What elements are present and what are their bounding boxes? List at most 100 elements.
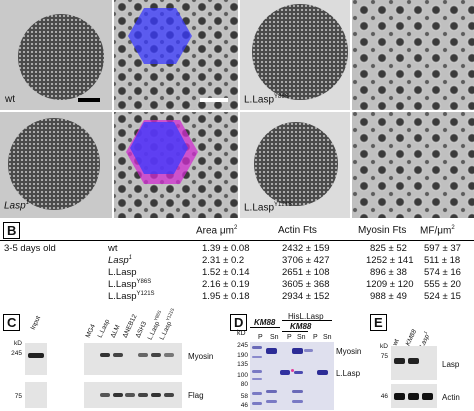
band (151, 393, 161, 397)
blot-label-flag: Flag (188, 391, 204, 400)
band (252, 378, 262, 380)
header-km88-right: KM88 (290, 322, 312, 331)
myofibril-cross-section (8, 118, 100, 210)
ratio-value: 524 ± 15 (424, 291, 461, 302)
ratio-value: 555 ± 20 (424, 279, 461, 290)
band (252, 370, 262, 373)
zoom-lasp1 (114, 112, 238, 218)
gel-label-myosin: Myosin (336, 347, 362, 356)
kd-marker: 75 (380, 353, 388, 360)
panel-b-letter: B (3, 222, 21, 239)
area-value: 1.39 ± 0.08 (202, 243, 250, 254)
lane-label: ΔLM (109, 323, 122, 339)
panel-c-letter: C (3, 314, 21, 331)
table-rule (0, 240, 474, 241)
micrograph-y86s: L.LaspY86S (240, 0, 350, 110)
hexagon-overlay-lasp1 (126, 120, 198, 184)
blot-pulldown-flag (84, 382, 182, 408)
band (280, 370, 290, 375)
myosin-value: 1252 ± 141 (366, 255, 414, 266)
header-underline (250, 327, 280, 328)
ratio-value: 597 ± 37 (424, 243, 461, 254)
genotype: L.LaspY86S (108, 279, 152, 291)
myosin-value: 825 ± 52 (370, 243, 407, 254)
ratio-value: 574 ± 16 (424, 267, 461, 278)
actin-value: 2432 ± 159 (282, 243, 330, 254)
band (266, 348, 277, 354)
band (292, 348, 303, 354)
header-area: Area μm2 (196, 225, 238, 237)
blot-lasp (391, 346, 437, 380)
band (408, 393, 419, 400)
lane-label: P (258, 334, 263, 341)
actin-value: 3706 ± 427 (282, 255, 330, 266)
kd-marker: 80 (240, 381, 248, 388)
micrograph-wt: wt (0, 0, 112, 110)
panel-e-letter: E (370, 314, 387, 331)
band (317, 370, 328, 375)
header-underline (282, 331, 308, 332)
myosin-value: 988 ± 49 (370, 291, 407, 302)
myofibril-cross-section (252, 4, 348, 100)
actin-value: 2934 ± 152 (282, 291, 330, 302)
kd-label: kD (14, 340, 22, 347)
band (164, 393, 174, 397)
header-myosin: Myosin Fts (358, 225, 407, 236)
band (164, 353, 174, 357)
blot-pulldown-myosin (84, 343, 182, 375)
myosin-value: 1209 ± 120 (366, 279, 414, 290)
header-underline (282, 320, 332, 321)
myofibril-cross-section (254, 122, 338, 206)
lane-label: P (287, 334, 292, 341)
band (292, 400, 303, 403)
micrograph-y121s: L.LaspY121S (240, 112, 350, 218)
kd-marker: 46 (380, 393, 388, 400)
kd-marker: 100 (237, 372, 248, 379)
lane-label: MG4 (84, 323, 97, 339)
band (125, 393, 135, 397)
genotype: L.LaspY121S (108, 291, 155, 303)
blot-actin (391, 384, 437, 408)
blot-label-actin: Actin (442, 393, 460, 402)
band (113, 353, 123, 357)
blot-label-lasp: Lasp (442, 360, 460, 369)
area-value: 2.31 ± 0.2 (202, 255, 245, 266)
gel-label-llasp: L.Lasp (336, 369, 361, 378)
band (422, 393, 433, 400)
panel-d-letter: D (230, 314, 248, 331)
band (28, 353, 44, 358)
kd-marker: 58 (240, 393, 248, 400)
genotype: L.Lasp (108, 267, 137, 279)
band (113, 393, 123, 397)
zoom-y86s (352, 0, 474, 110)
lane-label: Sn (297, 334, 306, 341)
micrograph-lasp1: Lasp1 (0, 112, 112, 218)
band (100, 353, 110, 357)
kd-label: kD (380, 343, 388, 350)
band (266, 400, 277, 403)
zoom-wt (114, 0, 238, 110)
actin-value: 2651 ± 108 (282, 267, 330, 278)
kd-marker: 245 (237, 342, 248, 349)
band (252, 402, 262, 405)
area-value: 1.52 ± 0.14 (202, 267, 250, 278)
kd-label: kD (237, 330, 246, 337)
kd-marker: 135 (237, 361, 248, 368)
micro-label-wt: wt (5, 94, 15, 105)
area-value: 1.95 ± 0.18 (202, 291, 250, 302)
genotype: Lasp1 (108, 255, 132, 267)
lane-label-input: Input (29, 314, 43, 331)
kd-marker: 245 (11, 350, 22, 357)
age-label: 3-5 days old (4, 243, 56, 254)
band (138, 353, 148, 357)
lane-label: P (313, 334, 318, 341)
band (266, 390, 277, 393)
hexagon-overlay-wt (128, 8, 192, 64)
band (252, 392, 262, 395)
band (252, 356, 262, 358)
band (291, 369, 294, 372)
band (151, 353, 161, 357)
header-km88-left: KM88 (254, 318, 276, 327)
band (394, 358, 405, 364)
blot-label-myosin: Myosin (188, 352, 214, 361)
